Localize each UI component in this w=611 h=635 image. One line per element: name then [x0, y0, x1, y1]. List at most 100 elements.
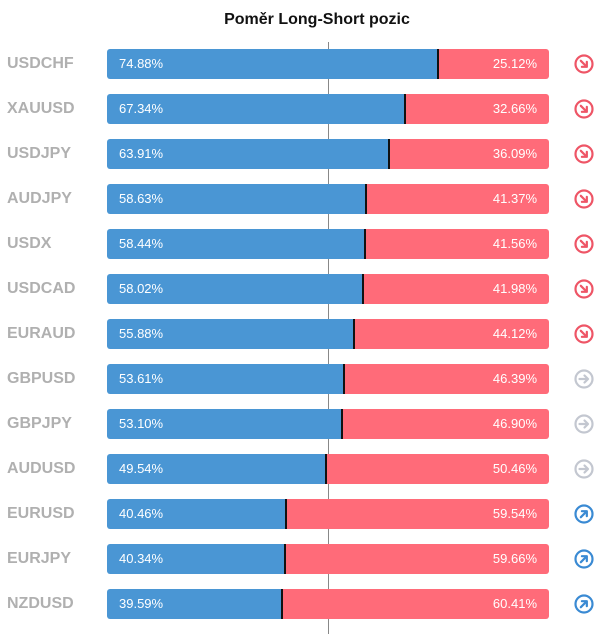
ratio-bar: 40.46% 59.54% [107, 499, 549, 529]
short-bar-segment [285, 544, 549, 574]
pair-symbol-label: USDX [7, 235, 52, 252]
long-value-label: 63.91% [119, 146, 164, 161]
arrow-down-right-icon [574, 234, 594, 254]
ratio-bar: 49.54% 50.46% [107, 454, 549, 484]
pair-row: EURUSD 40.46% 59.54% [0, 499, 611, 529]
short-value-label: 41.37% [492, 191, 537, 206]
ratio-bar: 40.34% 59.66% [107, 544, 549, 574]
long-bar-segment [107, 94, 405, 124]
short-bar-segment [438, 49, 549, 79]
arrow-down-right-icon [574, 189, 594, 209]
short-bar-segment [389, 139, 549, 169]
pair-symbol-label: USDCAD [7, 280, 76, 297]
pair-symbol-label: EURUSD [7, 505, 75, 522]
short-bar-segment [342, 409, 549, 439]
ratio-bar: 55.88% 44.12% [107, 319, 549, 349]
long-value-label: 58.63% [119, 191, 164, 206]
short-bar-segment [366, 184, 549, 214]
pair-row: XAUUSD 67.34% 32.66% [0, 94, 611, 124]
short-bar-segment [365, 229, 549, 259]
long-value-label: 40.34% [119, 551, 164, 566]
long-short-divider [284, 544, 286, 574]
long-bar-segment [107, 49, 438, 79]
pair-symbol-label: AUDJPY [7, 190, 72, 207]
arrow-down-right-icon [574, 324, 594, 344]
ratio-bar: 53.10% 46.90% [107, 409, 549, 439]
long-short-divider [325, 454, 327, 484]
arrow-down-right-icon [574, 99, 594, 119]
arrow-up-right-icon [574, 504, 594, 524]
long-bar-segment [107, 409, 342, 439]
short-value-label: 32.66% [492, 101, 537, 116]
long-bar-segment [107, 499, 286, 529]
short-bar-segment [344, 364, 549, 394]
arrow-down-right-icon [574, 279, 594, 299]
arrow-down-right-icon [574, 144, 594, 164]
pair-symbol-label: GBPJPY [7, 415, 72, 432]
short-bar-segment [354, 319, 549, 349]
pair-row: USDJPY 63.91% 36.09% [0, 139, 611, 169]
long-short-divider [404, 94, 406, 124]
ratio-bar: 74.88% 25.12% [107, 49, 549, 79]
short-value-label: 41.56% [492, 236, 537, 251]
arrow-right-icon [574, 414, 594, 434]
long-bar-segment [107, 274, 363, 304]
short-value-label: 60.41% [492, 596, 537, 611]
pair-symbol-label: EURJPY [7, 550, 72, 567]
pair-row: EURAUD 55.88% 44.12% [0, 319, 611, 349]
arrow-up-right-icon [574, 549, 594, 569]
long-value-label: 53.10% [119, 416, 164, 431]
long-short-divider [353, 319, 355, 349]
ratio-bar: 58.63% 41.37% [107, 184, 549, 214]
pair-symbol-label: GBPUSD [7, 370, 76, 387]
long-short-divider [285, 499, 287, 529]
pair-row: GBPUSD 53.61% 46.39% [0, 364, 611, 394]
long-short-divider [341, 409, 343, 439]
pair-symbol-label: USDJPY [7, 145, 72, 162]
short-value-label: 36.09% [492, 146, 537, 161]
short-value-label: 59.66% [492, 551, 537, 566]
long-value-label: 58.44% [119, 236, 164, 251]
short-bar-segment [326, 454, 549, 484]
short-bar-segment [363, 274, 549, 304]
long-bar-segment [107, 319, 354, 349]
short-value-label: 41.98% [492, 281, 537, 296]
short-value-label: 25.12% [492, 56, 537, 71]
arrow-down-right-icon [574, 54, 594, 74]
long-value-label: 53.61% [119, 371, 164, 386]
ratio-bar: 67.34% 32.66% [107, 94, 549, 124]
short-value-label: 50.46% [492, 461, 537, 476]
long-short-divider [364, 229, 366, 259]
arrow-right-icon [574, 459, 594, 479]
ratio-bar: 58.02% 41.98% [107, 274, 549, 304]
short-value-label: 46.39% [492, 371, 537, 386]
pair-row: EURJPY 40.34% 59.66% [0, 544, 611, 574]
long-value-label: 74.88% [119, 56, 164, 71]
long-short-divider [388, 139, 390, 169]
arrow-right-icon [574, 369, 594, 389]
short-bar-segment [286, 499, 549, 529]
pair-row: AUDJPY 58.63% 41.37% [0, 184, 611, 214]
long-value-label: 49.54% [119, 461, 164, 476]
pair-symbol-label: USDCHF [7, 55, 74, 72]
pair-symbol-label: XAUUSD [7, 100, 75, 117]
long-short-divider [365, 184, 367, 214]
pair-row: NZDUSD 39.59% 60.41% [0, 589, 611, 619]
long-bar-segment [107, 184, 366, 214]
arrow-up-right-icon [574, 594, 594, 614]
pair-row: USDCAD 58.02% 41.98% [0, 274, 611, 304]
long-value-label: 58.02% [119, 281, 164, 296]
short-value-label: 59.54% [492, 506, 537, 521]
short-value-label: 46.90% [492, 416, 537, 431]
pair-row: USDCHF 74.88% 25.12% [0, 49, 611, 79]
ratio-bar: 39.59% 60.41% [107, 589, 549, 619]
long-value-label: 67.34% [119, 101, 164, 116]
pair-symbol-label: NZDUSD [7, 595, 74, 612]
pair-symbol-label: EURAUD [7, 325, 76, 342]
long-value-label: 39.59% [119, 596, 164, 611]
short-bar-segment [282, 589, 549, 619]
ratio-bar: 53.61% 46.39% [107, 364, 549, 394]
ratio-bar: 58.44% 41.56% [107, 229, 549, 259]
ratio-bar: 63.91% 36.09% [107, 139, 549, 169]
long-value-label: 55.88% [119, 326, 164, 341]
